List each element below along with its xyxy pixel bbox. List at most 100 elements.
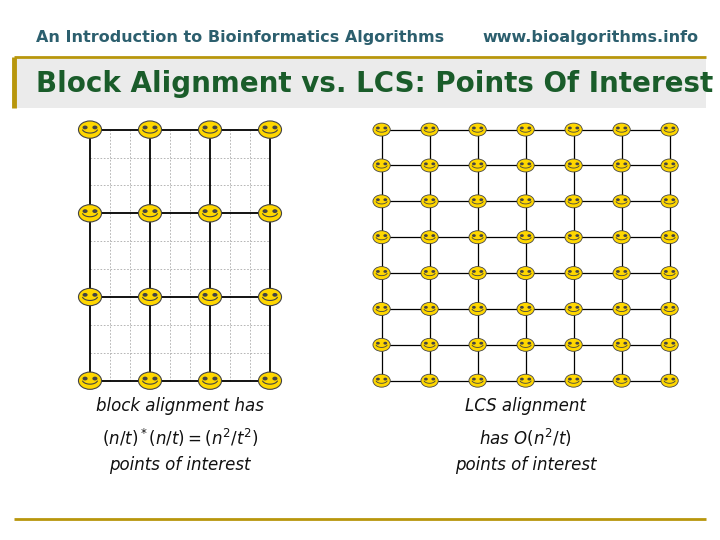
Circle shape xyxy=(373,195,390,208)
Circle shape xyxy=(272,209,277,213)
Circle shape xyxy=(424,306,428,309)
Circle shape xyxy=(83,293,88,297)
Circle shape xyxy=(568,342,572,345)
Circle shape xyxy=(661,123,678,136)
Circle shape xyxy=(517,195,534,208)
Circle shape xyxy=(480,234,483,237)
Circle shape xyxy=(472,342,476,345)
Circle shape xyxy=(613,267,630,280)
Circle shape xyxy=(624,377,627,381)
Circle shape xyxy=(520,234,524,237)
Circle shape xyxy=(664,163,668,165)
Circle shape xyxy=(431,342,435,345)
Circle shape xyxy=(263,209,268,213)
Circle shape xyxy=(472,270,476,273)
Circle shape xyxy=(263,293,268,297)
Circle shape xyxy=(671,198,675,201)
Circle shape xyxy=(616,234,620,237)
Circle shape xyxy=(616,342,620,345)
Circle shape xyxy=(258,372,282,389)
Bar xyxy=(14,59,706,108)
Circle shape xyxy=(431,234,435,237)
Circle shape xyxy=(263,376,268,381)
Circle shape xyxy=(272,376,277,381)
Circle shape xyxy=(472,306,476,309)
Circle shape xyxy=(143,125,148,130)
Circle shape xyxy=(373,159,390,172)
Circle shape xyxy=(431,306,435,309)
Circle shape xyxy=(575,234,579,237)
Circle shape xyxy=(527,342,531,345)
Circle shape xyxy=(575,270,579,273)
Circle shape xyxy=(624,163,627,165)
Circle shape xyxy=(138,121,161,138)
Circle shape xyxy=(616,126,620,130)
Circle shape xyxy=(624,234,627,237)
Text: LCS alignment: LCS alignment xyxy=(465,397,586,415)
Circle shape xyxy=(480,306,483,309)
Circle shape xyxy=(480,270,483,273)
Circle shape xyxy=(568,306,572,309)
Circle shape xyxy=(664,270,668,273)
Circle shape xyxy=(469,267,486,280)
Circle shape xyxy=(431,377,435,381)
Circle shape xyxy=(421,231,438,244)
Circle shape xyxy=(661,339,678,352)
Circle shape xyxy=(424,163,428,165)
Circle shape xyxy=(212,376,217,381)
Circle shape xyxy=(624,126,627,130)
Circle shape xyxy=(613,231,630,244)
Circle shape xyxy=(527,198,531,201)
Circle shape xyxy=(376,342,380,345)
Circle shape xyxy=(671,163,675,165)
Circle shape xyxy=(671,126,675,130)
Circle shape xyxy=(263,125,268,130)
Circle shape xyxy=(568,234,572,237)
Circle shape xyxy=(661,159,678,172)
Circle shape xyxy=(258,205,282,222)
Circle shape xyxy=(517,267,534,280)
Circle shape xyxy=(575,198,579,201)
Circle shape xyxy=(527,126,531,130)
Circle shape xyxy=(376,306,380,309)
Circle shape xyxy=(138,288,161,306)
Circle shape xyxy=(83,376,88,381)
Circle shape xyxy=(565,374,582,387)
Circle shape xyxy=(624,270,627,273)
Circle shape xyxy=(373,339,390,352)
Circle shape xyxy=(527,270,531,273)
Circle shape xyxy=(469,302,486,315)
Circle shape xyxy=(480,198,483,201)
Circle shape xyxy=(565,195,582,208)
Circle shape xyxy=(202,376,207,381)
Circle shape xyxy=(421,159,438,172)
Circle shape xyxy=(661,267,678,280)
Circle shape xyxy=(153,125,158,130)
Circle shape xyxy=(565,339,582,352)
Circle shape xyxy=(199,288,222,306)
Circle shape xyxy=(383,306,387,309)
Circle shape xyxy=(661,195,678,208)
Circle shape xyxy=(373,267,390,280)
Text: has $O(n^2/t)$: has $O(n^2/t)$ xyxy=(480,427,572,449)
Circle shape xyxy=(424,342,428,345)
Circle shape xyxy=(527,163,531,165)
Circle shape xyxy=(258,288,282,306)
Circle shape xyxy=(421,123,438,136)
Circle shape xyxy=(376,163,380,165)
Circle shape xyxy=(153,293,158,297)
Circle shape xyxy=(616,377,620,381)
Circle shape xyxy=(671,234,675,237)
Circle shape xyxy=(424,234,428,237)
Circle shape xyxy=(520,306,524,309)
Circle shape xyxy=(424,198,428,201)
Circle shape xyxy=(373,374,390,387)
Circle shape xyxy=(272,125,277,130)
Circle shape xyxy=(472,198,476,201)
Circle shape xyxy=(258,121,282,138)
Circle shape xyxy=(480,126,483,130)
Circle shape xyxy=(383,270,387,273)
Circle shape xyxy=(664,234,668,237)
Circle shape xyxy=(424,126,428,130)
Circle shape xyxy=(671,342,675,345)
